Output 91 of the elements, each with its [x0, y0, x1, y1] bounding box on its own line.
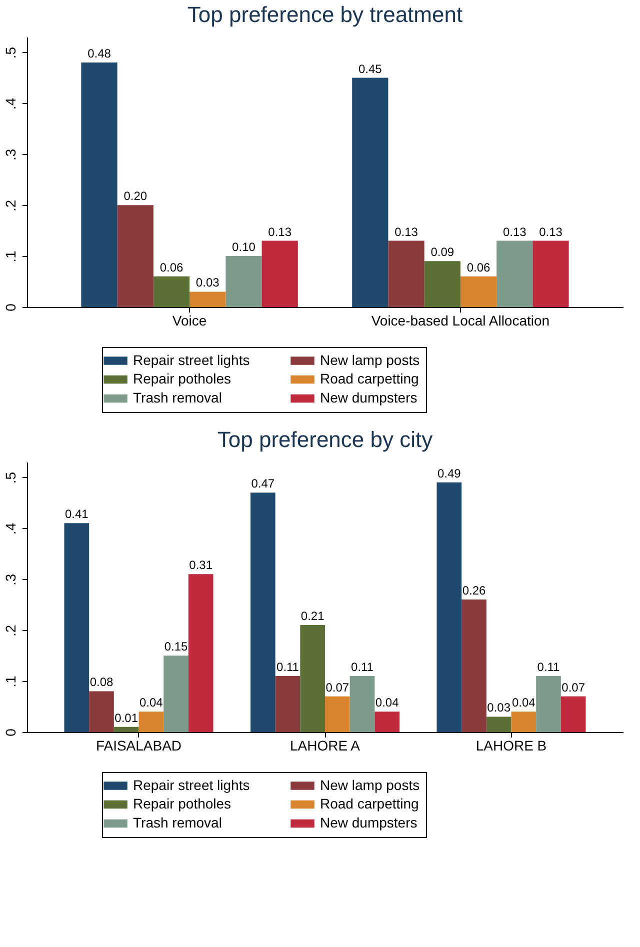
- chart-title: Top preference by treatment: [187, 2, 463, 27]
- chart-title: Top preference by city: [217, 427, 433, 452]
- y-tick-label: 0: [2, 303, 18, 312]
- x-tick-label: Voice-based Local Allocation: [371, 312, 550, 328]
- legend-label: New lamp posts: [320, 776, 420, 793]
- data-label: 0.11: [276, 660, 300, 674]
- y-tick-label: .1: [2, 676, 18, 688]
- data-label: 0.48: [88, 46, 112, 60]
- bar: [81, 62, 118, 307]
- data-label: 0.26: [462, 584, 486, 598]
- data-label: 0.01: [114, 710, 138, 725]
- x-tick-label: LAHORE A: [290, 738, 361, 754]
- data-label: 0.21: [300, 609, 325, 624]
- bar: [350, 676, 375, 732]
- bar: [325, 696, 350, 732]
- bar: [496, 240, 533, 307]
- x-tick-label: LAHORE B: [476, 738, 547, 754]
- legend-label: New dumpsters: [320, 390, 418, 406]
- bar: [226, 256, 262, 307]
- data-label: 0.11: [537, 660, 560, 674]
- legend-label: Repair potholes: [133, 370, 232, 386]
- data-label: 0.47: [251, 476, 275, 491]
- legend-label: Repair potholes: [133, 796, 232, 812]
- bar: [424, 261, 460, 307]
- y-tick-label: .4: [2, 522, 18, 535]
- bar: [374, 712, 400, 732]
- y-tick-label: .3: [2, 574, 18, 586]
- y-tick-label: 0: [2, 728, 18, 736]
- data-label: 0.13: [539, 224, 563, 239]
- data-label: 0.10: [232, 240, 256, 254]
- data-label: 0.13: [268, 224, 292, 239]
- y-tick-label: .2: [2, 624, 18, 636]
- bar: [388, 240, 424, 307]
- x-tick-label: FAISALABAD: [96, 738, 182, 754]
- bar: [64, 523, 90, 732]
- legend-label: Road carpetting: [320, 796, 419, 812]
- bar: [462, 600, 486, 732]
- y-tick-label: .5: [2, 472, 18, 484]
- data-label: 0.03: [487, 700, 511, 715]
- data-label: 0.06: [160, 260, 184, 274]
- y-tick-label: .2: [2, 200, 18, 212]
- data-label: 0.04: [512, 696, 536, 710]
- bar: [164, 656, 188, 732]
- bar: [153, 276, 190, 307]
- data-label: 0.07: [562, 680, 586, 694]
- data-label: 0.03: [196, 276, 220, 290]
- y-tick-label: .4: [2, 98, 18, 110]
- y-tick-label: .1: [2, 250, 18, 262]
- bar: [486, 716, 512, 732]
- y-tick-label: .3: [2, 148, 18, 161]
- legend-label: New dumpsters: [320, 814, 418, 830]
- bar: [460, 276, 497, 307]
- legend-label: Repair street lights: [133, 776, 250, 793]
- x-tick-label: Voice: [172, 312, 207, 328]
- data-label: 0.15: [164, 640, 188, 654]
- bar: [511, 712, 536, 732]
- data-label: 0.13: [502, 224, 527, 239]
- data-label: 0.13: [394, 224, 418, 239]
- bar: [114, 726, 139, 732]
- legend-label: New lamp posts: [320, 352, 420, 368]
- data-label: 0.04: [375, 696, 400, 710]
- bar: [262, 240, 298, 307]
- data-label: 0.41: [64, 507, 89, 522]
- bar: [190, 292, 226, 307]
- bar: [188, 574, 214, 732]
- data-label: 0.31: [189, 558, 213, 572]
- data-label: 0.45: [358, 62, 382, 76]
- legend-label: Trash removal: [133, 814, 222, 830]
- legend-label: Repair street lights: [133, 352, 250, 368]
- data-label: 0.20: [124, 189, 148, 204]
- data-label: 0.11: [351, 660, 374, 674]
- bar: [532, 240, 569, 307]
- legend-label: Road carpetting: [320, 370, 419, 386]
- bar: [560, 696, 586, 732]
- bar: [250, 492, 276, 732]
- bar: [300, 625, 325, 732]
- bar: [117, 205, 154, 307]
- bar: [138, 712, 164, 732]
- data-label: 0.09: [430, 245, 454, 260]
- data-label: 0.04: [139, 696, 164, 710]
- data-label: 0.08: [90, 675, 114, 690]
- bar: [352, 78, 388, 307]
- legend-label: Trash removal: [133, 390, 222, 406]
- data-label: 0.49: [437, 466, 462, 480]
- bar: [275, 676, 300, 732]
- data-label: 0.07: [326, 680, 350, 694]
- data-label: 0.06: [466, 260, 491, 274]
- y-tick-label: .5: [2, 46, 18, 59]
- bar: [89, 691, 114, 732]
- bar: [436, 482, 462, 732]
- bar: [536, 676, 561, 732]
